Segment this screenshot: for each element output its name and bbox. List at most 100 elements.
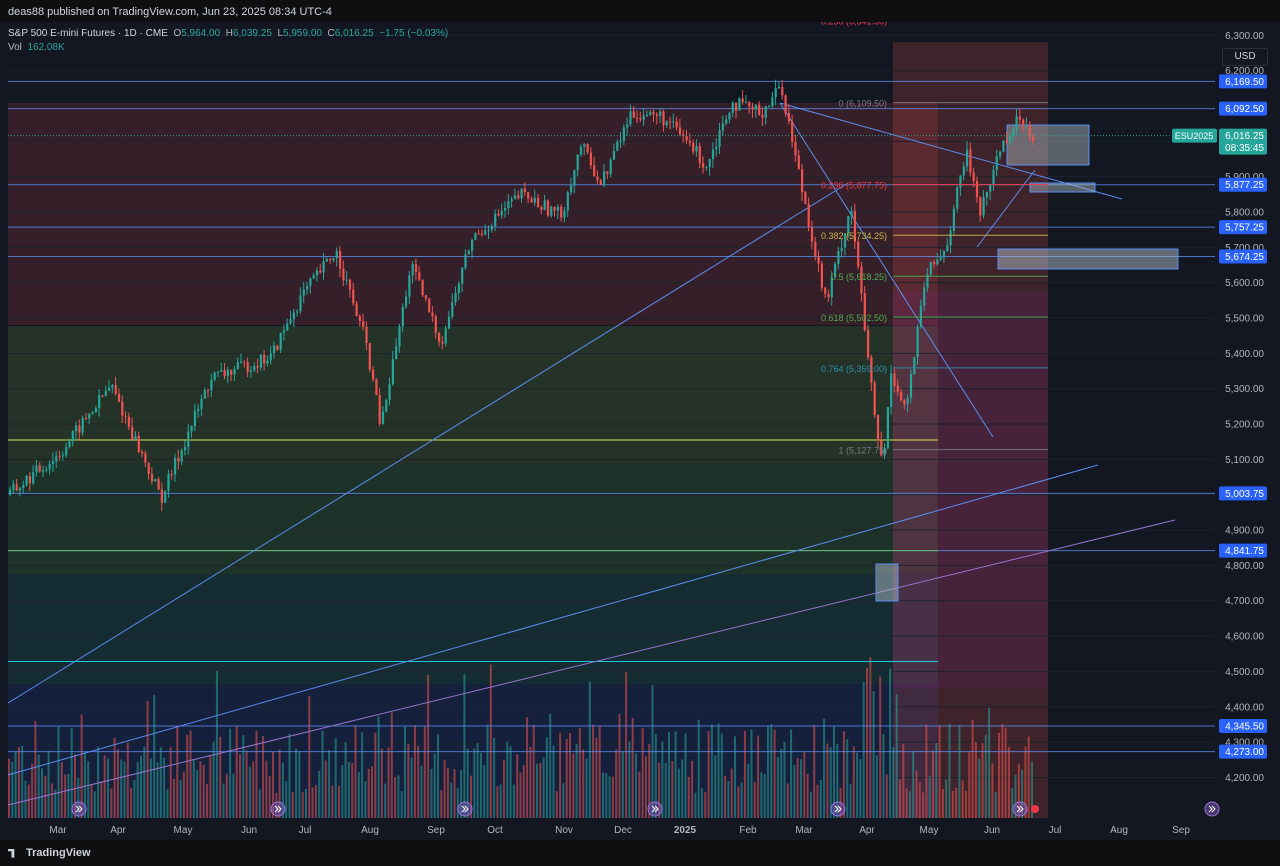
candle-body xyxy=(51,461,55,464)
volume-bar xyxy=(816,784,819,818)
high-value: 6,039.25 xyxy=(232,28,272,39)
volume-bar xyxy=(951,791,954,818)
candle-body xyxy=(787,113,790,122)
event-marker[interactable] xyxy=(71,801,87,817)
time-tick-label: Mar xyxy=(49,825,67,836)
fib-retracement[interactable]: -0.236 (6,341.50) 0 (6,109.50) 0.236 (5,87… xyxy=(818,22,1048,456)
volume-bar xyxy=(1014,774,1017,818)
volume-bar xyxy=(456,788,459,818)
volume-bar xyxy=(446,767,449,818)
symbol-title[interactable]: S&P 500 E-mini Futures · 1D · CME xyxy=(8,28,168,39)
volume-bar xyxy=(301,792,304,818)
candle-body xyxy=(867,330,870,358)
volume-bar xyxy=(922,792,925,818)
countdown-text: 08:35:45 xyxy=(1225,143,1264,154)
candle-body xyxy=(725,119,728,124)
candle-body xyxy=(556,206,559,211)
volume-bar xyxy=(364,781,367,818)
volume-bar xyxy=(361,732,364,818)
candle-body xyxy=(665,121,668,126)
volume-bar xyxy=(116,749,119,818)
highlight-box xyxy=(875,563,899,602)
candle-body xyxy=(28,476,31,484)
candle-body xyxy=(68,441,71,448)
price-chart[interactable]: -0.236 (6,341.50) 0 (6,109.50) 0.236 (5,87… xyxy=(0,22,1280,840)
event-marker[interactable] xyxy=(1012,801,1028,817)
candle-body xyxy=(906,397,909,405)
candle-body xyxy=(523,188,526,193)
time-axis[interactable]: Mar Apr May Jun Jul Aug Sep Oct Nov Dec 2025 Feb Mar… xyxy=(0,818,1280,840)
candle-body xyxy=(174,458,177,475)
volume-bar xyxy=(50,783,53,818)
candle-body xyxy=(1032,136,1035,141)
time-tick-label: Aug xyxy=(361,825,379,836)
volume-bar xyxy=(176,725,179,818)
candle-body xyxy=(180,450,183,462)
volume-bar xyxy=(503,760,505,818)
candle-body xyxy=(25,476,28,486)
price-tick-label: 4,400.00 xyxy=(1225,702,1264,713)
event-marker[interactable] xyxy=(830,801,846,817)
currency-button[interactable]: USD xyxy=(1222,48,1268,66)
candle-body xyxy=(457,283,460,293)
event-marker[interactable] xyxy=(457,801,473,817)
candle-body xyxy=(678,127,682,135)
candle-body xyxy=(61,455,64,457)
volume-bar xyxy=(159,747,162,818)
volume-bar xyxy=(592,724,595,818)
candle-body xyxy=(669,121,672,123)
volume-bar xyxy=(895,694,898,818)
candle-body xyxy=(147,462,150,474)
volume-bar xyxy=(377,716,380,818)
volume-bar xyxy=(463,674,466,818)
volume-bar xyxy=(433,753,436,818)
volume-bar xyxy=(407,743,410,818)
volume-bar xyxy=(727,781,730,818)
candle-body xyxy=(266,360,269,364)
footer-bar: TradingView xyxy=(0,840,1280,866)
candle-body xyxy=(226,370,229,377)
price-axis[interactable]: 6,300.006,200.006,100.006,000.005,900.00… xyxy=(8,22,1280,818)
volume-bar xyxy=(149,758,152,818)
volume-bar xyxy=(509,746,512,818)
event-marker[interactable] xyxy=(647,801,663,817)
candle-body xyxy=(540,207,543,210)
volume-bar xyxy=(153,694,156,818)
volume-bar xyxy=(235,725,238,818)
candle-body xyxy=(758,104,761,115)
candle-body xyxy=(306,285,309,290)
event-markers[interactable] xyxy=(71,801,1220,817)
volume-bar xyxy=(882,734,885,818)
volume-bar xyxy=(232,773,235,818)
candle-body xyxy=(777,86,781,89)
volume-bar xyxy=(925,724,928,818)
volume-bar xyxy=(974,741,977,818)
candle-body xyxy=(405,296,408,307)
volume-bar xyxy=(539,762,542,818)
volume-bar xyxy=(628,741,631,818)
candle-body xyxy=(728,112,731,120)
volume-bar xyxy=(1021,769,1024,818)
time-tick-label: Jun xyxy=(241,825,257,836)
volume-bar xyxy=(519,772,522,818)
candle-body xyxy=(177,458,180,462)
volume-bar xyxy=(908,791,911,818)
event-marker[interactable] xyxy=(270,801,286,817)
candle-body xyxy=(84,418,88,420)
volume-bar xyxy=(265,760,268,818)
candle-body xyxy=(414,264,418,273)
level-price-text: 4,841.75 xyxy=(1225,546,1264,557)
volume-bar xyxy=(140,756,142,818)
tradingview-logo[interactable]: TradingView xyxy=(8,847,91,859)
candle-body xyxy=(543,200,546,210)
candle-body xyxy=(213,372,216,380)
candle-body xyxy=(418,272,421,280)
candle-body xyxy=(639,118,642,120)
event-marker[interactable] xyxy=(1204,801,1220,817)
volume-bar xyxy=(437,734,439,818)
chart-pane[interactable]: -0.236 (6,341.50) 0 (6,109.50) 0.236 (5,87… xyxy=(0,22,1280,840)
candle-body xyxy=(698,146,701,163)
volume-bar xyxy=(806,773,809,818)
volume-bar xyxy=(631,717,634,818)
volume-bar xyxy=(37,754,40,818)
